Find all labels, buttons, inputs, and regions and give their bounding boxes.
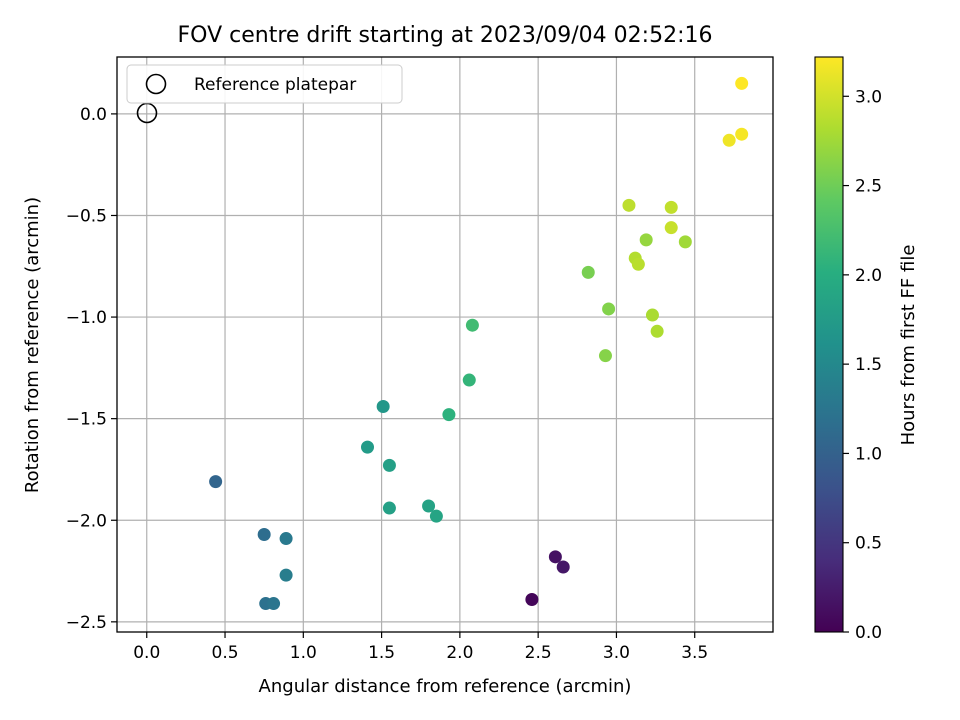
data-point	[735, 127, 749, 141]
y-tick-label: −2.0	[66, 511, 107, 531]
legend-label: Reference platepar	[194, 75, 356, 95]
data-point	[422, 499, 436, 513]
y-axis: 0.0 −0.5 −1.0 −1.5 −2.0 −2.5	[66, 105, 117, 633]
y-tick-label: −0.5	[66, 206, 107, 226]
data-point	[382, 458, 396, 472]
colorbar-tick-label: 1.5	[855, 355, 882, 375]
colorbar	[814, 56, 844, 633]
x-axis-label: Angular distance from reference (arcmin)	[259, 676, 632, 697]
colorbar-tick-label: 2.5	[855, 177, 882, 197]
data-point	[462, 373, 476, 387]
y-tick-label: −1.0	[66, 308, 107, 328]
data-point	[382, 501, 396, 515]
x-tick-label: 3.5	[681, 643, 708, 663]
chart-title: FOV centre drift starting at 2023/09/04 …	[178, 23, 713, 48]
data-point	[548, 550, 562, 564]
data-point	[735, 76, 749, 90]
data-points	[209, 76, 749, 611]
data-point	[645, 308, 659, 322]
colorbar-ticks: 0.0 0.5 1.0 1.5 2.0 2.5 3.0	[843, 87, 882, 643]
data-point	[650, 324, 664, 338]
x-tick-label: 0.5	[212, 643, 239, 663]
data-point	[525, 592, 539, 606]
legend-open-circle-icon	[145, 73, 167, 95]
data-point	[442, 408, 456, 422]
x-axis: 0.0 0.5 1.0 1.5 2.0 2.5 3.0 3.5	[133, 632, 708, 663]
data-point	[639, 233, 653, 247]
y-tick-label: 0.0	[80, 105, 107, 125]
data-point	[556, 560, 570, 574]
data-point	[429, 509, 443, 523]
grid-lines	[117, 57, 773, 632]
data-point	[267, 597, 281, 611]
y-tick-label: −2.5	[66, 613, 107, 633]
colorbar-tick-label: 0.5	[855, 534, 882, 554]
data-point	[376, 399, 390, 413]
y-axis-label: Rotation from reference (arcmin)	[22, 197, 43, 493]
colorbar-tick-label: 1.0	[855, 444, 882, 464]
data-point	[664, 221, 678, 235]
data-point	[598, 349, 612, 363]
y-tick-label: −1.5	[66, 410, 107, 430]
data-point	[361, 440, 375, 454]
data-point	[257, 527, 271, 541]
x-tick-label: 1.5	[368, 643, 395, 663]
x-tick-label: 2.5	[525, 643, 552, 663]
data-point	[465, 318, 479, 332]
data-point	[631, 257, 645, 271]
colorbar-label: Hours from first FF file	[898, 245, 919, 446]
x-tick-label: 0.0	[133, 643, 160, 663]
plot-frame	[116, 56, 774, 633]
x-tick-label: 2.0	[446, 643, 473, 663]
legend-box	[126, 64, 403, 104]
x-tick-label: 3.0	[603, 643, 630, 663]
data-point	[279, 568, 293, 582]
data-point	[209, 475, 223, 489]
data-point	[678, 235, 692, 249]
x-tick-label: 1.0	[290, 643, 317, 663]
colorbar-tick-label: 3.0	[855, 87, 882, 107]
legend: Reference platepar	[126, 64, 403, 104]
data-point	[664, 200, 678, 214]
colorbar-tick-label: 2.0	[855, 266, 882, 286]
data-point	[622, 198, 636, 212]
colorbar-tick-label: 0.0	[855, 623, 882, 643]
data-point	[581, 265, 595, 279]
data-point	[722, 133, 736, 147]
data-point	[602, 302, 616, 316]
data-point	[279, 532, 293, 546]
